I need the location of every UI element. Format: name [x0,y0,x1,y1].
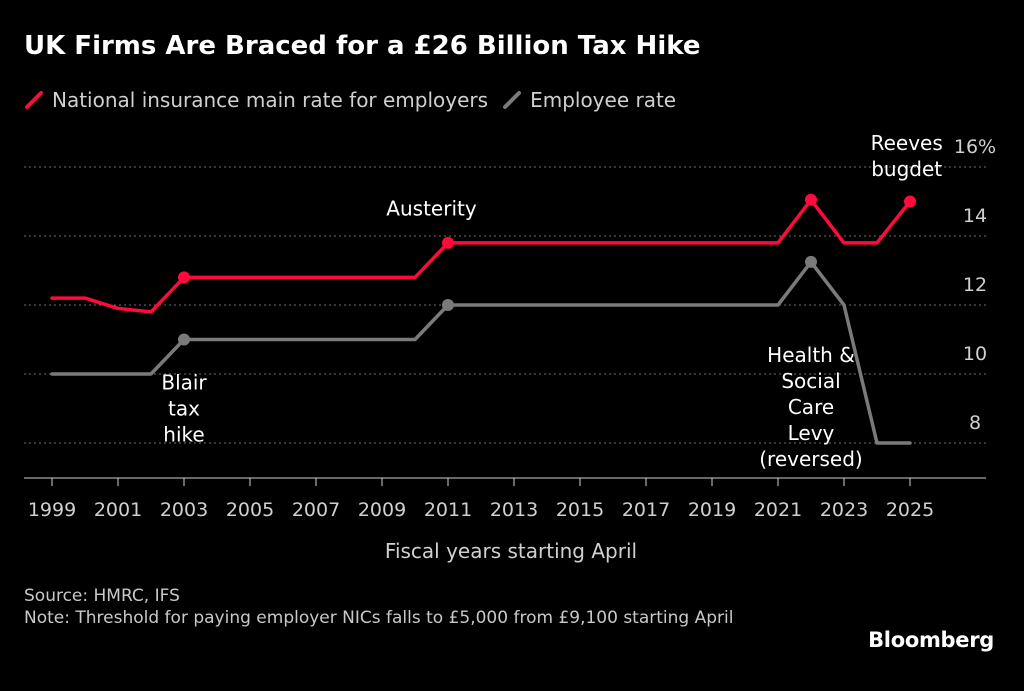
x-tick-label: 2019 [688,499,736,521]
x-tick-label: 2005 [226,499,274,521]
annotation-text: tax [168,397,200,421]
x-tick-label: 2021 [754,499,802,521]
x-tick-label: 2013 [490,499,538,521]
annotation-text: Blair [161,371,207,395]
annotation-text: Health & [767,343,855,367]
annotation-text: Levy [788,421,835,445]
series-1 [50,255,912,445]
annotation-text: hike [163,423,204,447]
x-tick-label: 2003 [160,499,208,521]
bloomberg-logo: Bloomberg [868,628,994,652]
y-axis-ticks: 8 10 12 14 16% [954,136,996,434]
x-tick-label: 2011 [424,499,472,521]
annotation-text: Reeves [871,131,943,155]
x-axis-label: Fiscal years starting April [385,539,637,563]
x-axis-ticks: 1999 2001 2003 2005 2007 2009 2011 2013 2015 2017… [28,478,934,521]
x-tick-label: 1999 [28,499,76,521]
series-line [50,260,912,445]
x-tick-label: 2017 [622,499,670,521]
x-tick-label: 2009 [358,499,406,521]
data-point [178,333,190,346]
legend-item-employee: Employee rate [502,88,676,112]
annotation-text: Social [781,369,840,393]
data-point [442,299,454,311]
data-point [805,255,817,268]
chart-title: UK Firms Are Braced for a £26 Billion Ta… [24,31,701,61]
source-text: Source: HMRC, IFS [24,586,180,606]
legend-swatch-employee [503,91,522,109]
y-tick-label: 12 [963,274,987,296]
data-point [904,195,916,208]
legend-label-employee: Employee rate [530,88,677,112]
series-line [50,198,912,314]
x-tick-label: 2023 [820,499,868,521]
y-tick-label: 10 [963,343,987,365]
annotation-text: bugdet [871,157,942,181]
note-text: Note: Threshold for paying employer NICs… [24,608,734,628]
data-point [178,271,190,284]
legend: National insurance main rate for employe… [24,88,690,112]
data-point [442,236,454,249]
x-tick-label: 2025 [886,499,934,521]
annotation-text: (reversed) [759,447,862,471]
annotation-text: Austerity [386,196,477,220]
legend-label-employer: National insurance main rate for employe… [52,88,489,112]
footer: Source: HMRC, IFS Note: Threshold for pa… [24,585,764,629]
data-point [805,193,817,206]
series-0 [50,193,916,314]
x-tick-label: 2007 [292,499,340,521]
x-tick-label: 2001 [94,499,142,521]
annotation-text: Care [788,395,834,419]
legend-item-employer: National insurance main rate for employe… [24,88,488,112]
y-tick-label: 8 [969,412,981,434]
series [50,193,916,445]
x-tick-label: 2015 [556,499,604,521]
y-tick-label: 16% [954,136,996,158]
y-tick-label: 14 [963,205,987,227]
legend-swatch-employer [25,91,43,109]
